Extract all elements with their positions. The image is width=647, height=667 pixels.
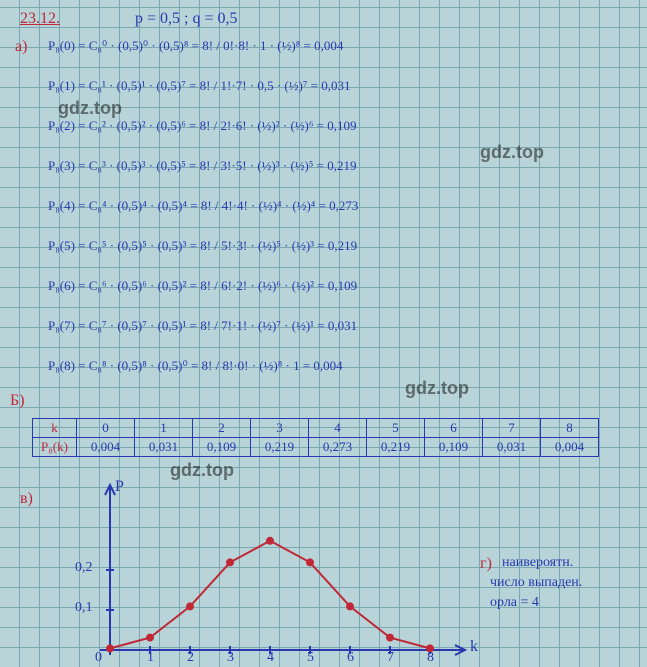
xtick-label: 4 <box>267 650 274 666</box>
eq-line-4: P₈(4) = C₈⁴ · (0,5)⁴ · (0,5)⁴ = 8! / 4!·… <box>48 198 358 214</box>
ytick-label: 0,2 <box>75 560 93 576</box>
eq-line-2: P₈(2) = C₈² · (0,5)² · (0,5)⁶ = 8! / 2!·… <box>48 118 357 134</box>
params: p = 0,5 ; q = 0,5 <box>135 10 238 28</box>
cell-k: 6 <box>425 419 483 438</box>
xtick-label: 8 <box>427 650 434 666</box>
cell-p: 0,004 <box>77 438 135 457</box>
xtick-label: 1 <box>147 650 154 666</box>
watermark: gdz.top <box>480 142 544 163</box>
xtick-label: 2 <box>187 650 194 666</box>
eq-line-7: P₈(7) = C₈⁷ · (0,5)⁷ · (0,5)¹ = 8! / 7!·… <box>48 318 357 334</box>
watermark: gdz.top <box>58 98 122 119</box>
eq-line-8: P₈(8) = C₈⁸ · (0,5)⁸ · (0,5)⁰ = 8! / 8!·… <box>48 358 343 374</box>
eq-line-0: P₈(0) = C₈⁰ · (0,5)⁰ · (0,5)⁸ = 8! / 0!·… <box>48 38 343 54</box>
eq-line-5: P₈(5) = C₈⁵ · (0,5)⁵ · (0,5)³ = 8! / 5!·… <box>48 238 357 254</box>
eq-line-1: P₈(1) = C₈¹ · (0,5)¹ · (0,5)⁷ = 8! / 1!·… <box>48 78 350 94</box>
watermark: gdz.top <box>170 460 234 481</box>
th-k: k <box>33 419 77 438</box>
eq-line-6: P₈(6) = C₈⁶ · (0,5)⁶ · (0,5)² = 8! / 6!·… <box>48 278 357 294</box>
problem-number: 23.12. <box>20 10 60 28</box>
cell-p: 0,031 <box>483 438 541 457</box>
th-p: P₈(k) <box>33 438 77 457</box>
cell-k: 8 <box>541 419 599 438</box>
origin-label: 0 <box>95 650 102 666</box>
cell-p: 0,109 <box>193 438 251 457</box>
y-axis-label: P <box>115 478 124 496</box>
xtick-label: 5 <box>307 650 314 666</box>
watermark: gdz.top <box>405 378 469 399</box>
cell-k: 2 <box>193 419 251 438</box>
cell-p: 0,004 <box>541 438 599 457</box>
cell-p: 0,273 <box>309 438 367 457</box>
part-d-text: наивероятн. <box>502 555 573 571</box>
cell-p: 0,109 <box>425 438 483 457</box>
x-axis-label: k <box>470 638 478 656</box>
xtick-label: 6 <box>347 650 354 666</box>
cell-p: 0,031 <box>135 438 193 457</box>
ytick-label: 0,1 <box>75 600 93 616</box>
cell-p: 0,219 <box>251 438 309 457</box>
part-d-label: г) <box>480 555 492 573</box>
part-c-label: в) <box>20 490 33 508</box>
cell-k: 5 <box>367 419 425 438</box>
cell-p: 0,219 <box>367 438 425 457</box>
cell-k: 0 <box>77 419 135 438</box>
probability-table: k 0 1 2 3 4 5 6 7 8 P₈(k) 0,004 0,031 0,… <box>32 418 599 457</box>
part-a-label: а) <box>15 38 27 56</box>
xtick-label: 7 <box>387 650 394 666</box>
part-b-label: Б) <box>10 392 25 410</box>
cell-k: 1 <box>135 419 193 438</box>
eq-line-3: P₈(3) = C₈³ · (0,5)³ · (0,5)⁵ = 8! / 3!·… <box>48 158 357 174</box>
cell-k: 3 <box>251 419 309 438</box>
table-row: P₈(k) 0,004 0,031 0,109 0,219 0,273 0,21… <box>33 438 599 457</box>
part-d-text: число выпаден. <box>490 575 582 591</box>
xtick-label: 3 <box>227 650 234 666</box>
cell-k: 4 <box>309 419 367 438</box>
cell-k: 7 <box>483 419 541 438</box>
table-row: k 0 1 2 3 4 5 6 7 8 <box>33 419 599 438</box>
part-d-text: орла = 4 <box>490 595 539 611</box>
